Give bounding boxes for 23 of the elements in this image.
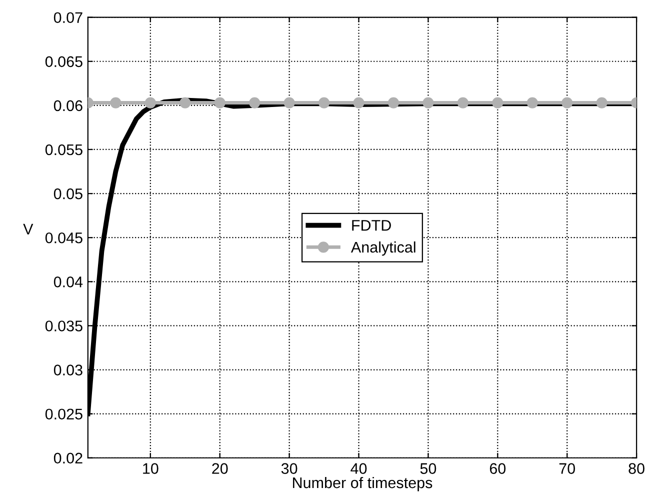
x-axis-title: Number of timesteps <box>293 476 432 492</box>
y-tick-label: 0.05 <box>54 188 82 200</box>
y-tick-label: 0.055 <box>45 144 82 156</box>
y-tick-label: 0.07 <box>54 12 82 24</box>
x-tick-label: 60 <box>490 463 506 474</box>
x-tick-label: 80 <box>628 463 644 474</box>
y-tick-label: 0.025 <box>45 408 82 420</box>
x-tick-label: 20 <box>212 463 228 474</box>
legend-label: FDTD <box>352 220 391 231</box>
y-tick-label: 0.06 <box>54 100 82 112</box>
x-tick-label: 30 <box>281 463 298 474</box>
x-tick-label: 40 <box>350 463 367 474</box>
legend-label: Analytical <box>350 241 416 256</box>
y-tick-label: 0.045 <box>45 232 82 244</box>
y-tick-label: 0.065 <box>45 56 82 68</box>
y-axis-title: V <box>23 224 34 234</box>
x-tick-label: 10 <box>143 463 158 474</box>
y-tick-label: 0.02 <box>54 452 82 464</box>
y-tick-label: 0.04 <box>54 276 83 288</box>
x-tick-label: 50 <box>420 463 436 474</box>
x-tick-label: 70 <box>559 463 575 474</box>
y-tick-label: 0.035 <box>45 320 82 332</box>
y-tick-label: 0.03 <box>54 364 82 376</box>
